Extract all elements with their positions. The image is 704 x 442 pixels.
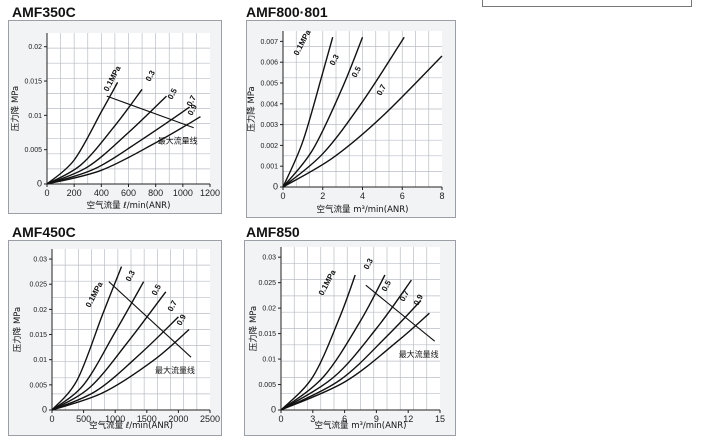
x-tick-label: 1500 (137, 414, 157, 424)
y-tick-label: 0.001 (260, 164, 278, 171)
y-tick-label: 0.02 (262, 306, 276, 313)
chart-3: 0 3 6 9 12 15 0 0.005 0.01 0.015 0.02 0.025 0.03 空气流量… (248, 247, 445, 431)
chart-2: 0 500 1000 1500 2000 2500 0 0.005 0.01 0.015 0.02 0… (12, 249, 220, 431)
chart-title: AMF350C (12, 4, 76, 20)
y-tick-label: 0.01 (28, 113, 42, 120)
y-tick-label: 0.03 (262, 255, 276, 262)
x-axis-label: 空气流量 m³/min(ANR) (315, 420, 407, 431)
series-line-09 (46, 116, 201, 185)
gridlines (52, 249, 210, 410)
y-tick-label: 0.02 (33, 307, 47, 314)
y-tick-label: 0.005 (29, 382, 47, 389)
max-flow-label: 最大流量线 (155, 365, 195, 375)
y-tick-label: 0.007 (260, 39, 278, 46)
y-tick-label: 0.025 (258, 280, 276, 287)
y-axis-label: 压力降 MPa (10, 86, 21, 132)
y-tick-label: 0.005 (258, 382, 276, 389)
x-tick-label: 600 (121, 188, 136, 198)
series-line-05 (280, 279, 412, 411)
x-axis-label: 空气流量 ℓ/min(ANR) (89, 420, 173, 431)
x-tick-label: 0 (49, 414, 54, 424)
y-tick-label: 0.015 (24, 79, 42, 86)
y-tick-label: 0.015 (29, 332, 47, 339)
x-tick-label: 0 (44, 188, 49, 198)
y-tick-label: 0.005 (260, 81, 278, 88)
x-tick-label: 8 (439, 191, 444, 201)
y-tick-label: 0.01 (33, 357, 47, 364)
x-tick-label: 200 (67, 188, 82, 198)
y-tick-label: 0.005 (24, 147, 42, 154)
x-tick-label: 2 (320, 191, 325, 201)
gridlines (47, 33, 210, 184)
y-axis-label: 压力降 MPa (12, 307, 23, 353)
y-tick-label: 0.004 (260, 101, 278, 108)
x-axis-label: 空气流量 m³/min(ANR) (317, 204, 409, 215)
series-line-07 (46, 106, 190, 185)
y-tick-label: 0.006 (260, 60, 278, 67)
x-tick-label: 6 (342, 414, 347, 424)
x-axis-label: 空气流量 ℓ/min(ANR) (87, 200, 171, 211)
x-tick-label: 800 (148, 188, 163, 198)
x-tick-label: 2000 (168, 414, 188, 424)
x-tick-label: 500 (76, 414, 91, 424)
max-flow-line (106, 95, 194, 129)
series-line-03 (51, 281, 145, 411)
series-line-09 (51, 328, 190, 411)
x-tick-label: 12 (403, 414, 413, 424)
series-line-03 (282, 36, 364, 188)
x-tick-label: 2500 (200, 414, 220, 424)
series-line-03 (280, 274, 386, 411)
x-tick-label: 1200 (200, 188, 220, 198)
x-tick-label: 400 (94, 188, 109, 198)
chart-title: AMF800·801 (246, 4, 328, 20)
chart-1: 0 2 4 6 8 0 0.001 0.002 0.003 0.004 0.005 0.006 0.00… (246, 28, 445, 215)
x-tick-label: 0 (280, 191, 285, 201)
series-line-05 (51, 291, 167, 411)
series-line-07 (51, 316, 179, 411)
y-tick-label: 0.025 (29, 282, 47, 289)
x-tick-label: 3 (310, 414, 315, 424)
y-tick-label: 0 (42, 405, 47, 415)
max-flow-line (365, 284, 436, 342)
y-axis-label: 压力降 MPa (246, 86, 257, 132)
series-line-01MPa (280, 274, 356, 411)
x-tick-label: 15 (435, 414, 445, 424)
gridlines (283, 31, 442, 187)
x-tick-label: 9 (374, 414, 379, 424)
y-tick-label: 0.01 (262, 357, 276, 364)
series-line-01MPa (51, 266, 123, 411)
x-tick-label: 1000 (105, 414, 125, 424)
x-tick-label: 6 (400, 191, 405, 201)
chart-title: AMF450C (12, 224, 76, 240)
y-tick-label: 0 (273, 182, 278, 192)
chart-title: AMF850 (246, 224, 300, 240)
max-flow-label: 最大流量线 (399, 349, 439, 359)
series-line-01MPa (282, 37, 334, 188)
x-tick-label: 4 (360, 191, 365, 201)
y-tick-label: 0 (271, 405, 276, 415)
gridlines (281, 247, 440, 410)
max-flow-line (108, 281, 192, 358)
y-tick-label: 0.03 (33, 257, 47, 264)
chart-0: 0 200 400 600 800 1000 1200 0 0.005 0.01 0.015 0.02… (10, 33, 220, 211)
max-flow-label: 最大流量线 (158, 136, 198, 146)
y-axis-label: 压力降 MPa (248, 306, 259, 352)
series-line-07 (282, 55, 443, 188)
y-tick-label: 0.02 (28, 44, 42, 51)
y-tick-label: 0 (37, 179, 42, 189)
y-tick-label: 0.015 (258, 331, 276, 338)
top-right-frame (482, 0, 692, 7)
y-tick-label: 0.003 (260, 122, 278, 129)
series-line-05 (282, 36, 405, 188)
series-line-01MPa (46, 82, 119, 185)
x-tick-label: 1000 (173, 188, 193, 198)
y-tick-label: 0.002 (260, 143, 278, 150)
x-tick-label: 0 (278, 414, 283, 424)
